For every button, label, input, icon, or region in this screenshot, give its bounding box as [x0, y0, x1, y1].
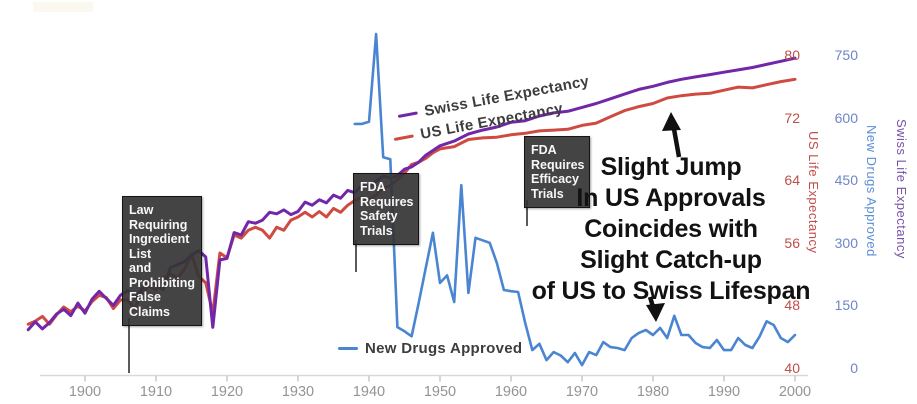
big-note-line-3: Coincides with	[584, 215, 758, 243]
us-line-swatch-icon	[393, 134, 414, 142]
big-note-line-4: Slight Catch-up	[580, 246, 762, 274]
us-tick-label: 72	[784, 109, 800, 126]
us-tick-label: 48	[784, 297, 800, 314]
x-tick-label: 1960	[494, 384, 528, 400]
x-tick-label: 1930	[281, 384, 315, 400]
x-tick-label: 1910	[139, 384, 173, 400]
drugs-tick-label: 300	[834, 234, 858, 251]
x-tick-label: 1900	[68, 384, 102, 400]
x-tick-label: 1980	[636, 384, 670, 400]
drugs-axis-title: New Drugs Approved	[864, 125, 879, 257]
drugs-tick-label: 750	[834, 47, 858, 63]
big-note-line-5: of US to Swiss Lifespan	[531, 277, 811, 305]
us-tick-label: 64	[784, 172, 800, 189]
swiss-axis-title: Swiss Life Expectancy	[894, 119, 909, 259]
us-tick-label: 40	[784, 360, 800, 376]
efficacy-trials-annotation-box: FDA Requires Efficacy Trials	[524, 136, 590, 208]
big-note-line-2: In US Approvals	[576, 184, 766, 212]
big-note-line-1: Slight Jump	[600, 153, 742, 181]
big-note-annotation: Slight Jump In US Approvals Coincides wi…	[515, 152, 827, 307]
us-tick-label: 80	[784, 47, 800, 63]
x-tick-label: 1940	[352, 384, 386, 400]
drugs-tick-label: 0	[850, 360, 858, 376]
x-axis-ticks	[84, 375, 796, 382]
legend-item-drugs: New Drugs Approved	[338, 340, 522, 357]
law-annotation-box: Law Requiring Ingredient List and Prohib…	[122, 196, 202, 326]
x-tick-label: 1990	[707, 384, 741, 400]
us-axis-title: US Life Expectancy	[806, 131, 821, 254]
drugs-tick-label: 150	[834, 297, 858, 314]
legend-label-drugs: New Drugs Approved	[365, 340, 523, 357]
drugs-tick-label: 600	[834, 109, 858, 126]
us-tick-label: 56	[784, 234, 800, 251]
x-tick-label: 1950	[423, 384, 457, 400]
faded-title-remnant	[33, 2, 93, 12]
x-tick-label: 1920	[210, 384, 244, 400]
x-tick-label: 2000	[778, 384, 812, 400]
down-arrow-icon	[646, 296, 665, 322]
drugs-tick-label: 450	[834, 172, 858, 189]
safety-trials-annotation-box: FDA Requires Safety Trials	[353, 173, 419, 245]
x-tick-label: 1970	[565, 384, 599, 400]
up-arrow-icon	[662, 112, 682, 158]
swiss-line-swatch-icon	[397, 111, 418, 119]
drugs-line-swatch-icon	[338, 346, 358, 351]
series-line-new-drugs-approved	[353, 32, 797, 367]
